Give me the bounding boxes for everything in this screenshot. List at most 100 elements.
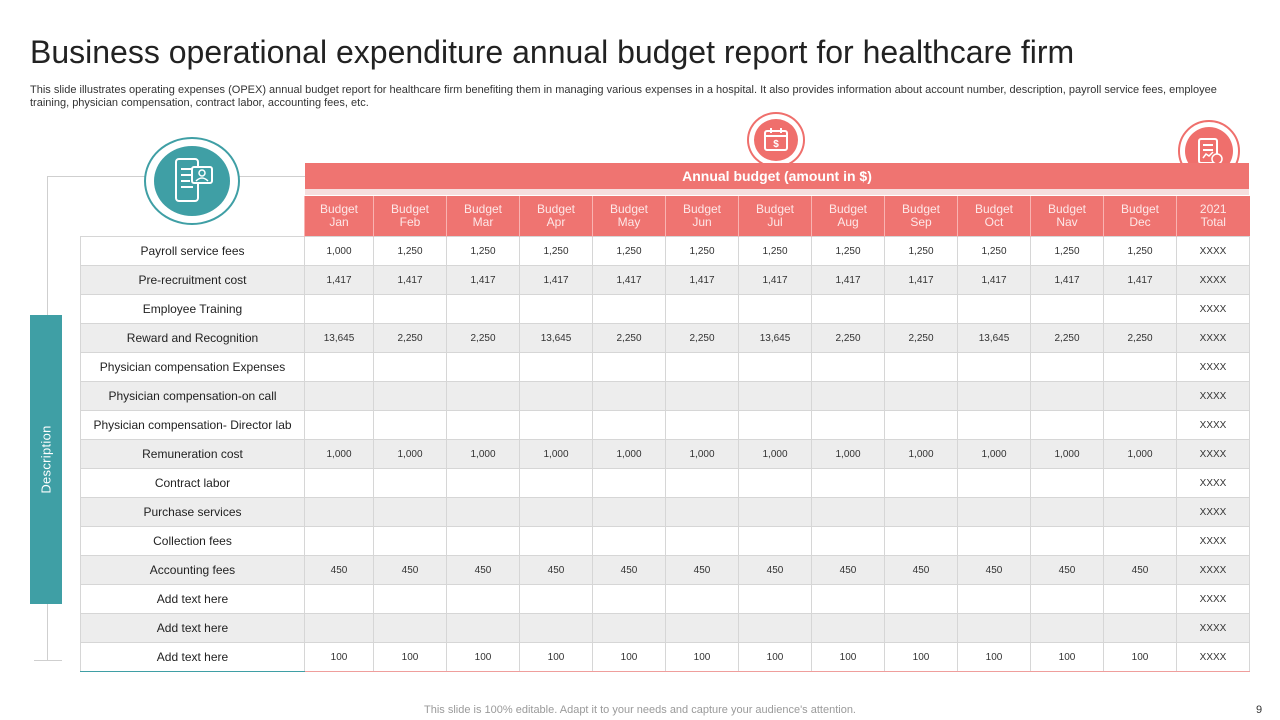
table-cell — [304, 352, 374, 382]
table-cell — [811, 410, 885, 440]
column-header: Budget Apr — [519, 196, 593, 237]
table-cell — [884, 468, 958, 498]
table-cell — [884, 410, 958, 440]
table-cell — [446, 613, 520, 643]
table-cell — [1103, 526, 1177, 556]
table-cell: 1,417 — [1030, 265, 1104, 295]
table-cell — [519, 381, 593, 411]
table-cell — [1030, 526, 1104, 556]
table-cell — [884, 613, 958, 643]
table-cell — [304, 294, 374, 324]
table-cell: 13,645 — [957, 323, 1031, 353]
table-cell: 13,645 — [304, 323, 374, 353]
table-row: Employee Training XXXX — [80, 294, 1250, 324]
table-cell: XXXX — [1176, 439, 1250, 469]
row-label: Collection fees — [80, 526, 305, 556]
bracket-line-bottom — [34, 660, 62, 661]
table-cell: 1,000 — [592, 439, 666, 469]
column-header: Budget Nav — [1030, 196, 1104, 237]
table-cell — [592, 294, 666, 324]
table-cell — [884, 381, 958, 411]
row-label: Contract labor — [80, 468, 305, 498]
table-cell: 1,417 — [519, 265, 593, 295]
table-cell: 450 — [519, 555, 593, 585]
table-cell: XXXX — [1176, 352, 1250, 382]
table-cell — [1103, 497, 1177, 527]
table-cell: 13,645 — [738, 323, 812, 353]
svg-text:$: $ — [773, 139, 779, 150]
column-header: Budget Mar — [446, 196, 520, 237]
table-cell — [446, 497, 520, 527]
table-cell — [1030, 410, 1104, 440]
table-row: Physician compensation Expenses XXXX — [80, 352, 1250, 382]
row-label: Add text here — [80, 584, 305, 614]
table-cell — [519, 584, 593, 614]
table-cell: 100 — [446, 642, 520, 672]
page-number: 9 — [1256, 704, 1263, 716]
table-cell — [811, 294, 885, 324]
table-cell — [1030, 294, 1104, 324]
table-cell: XXXX — [1176, 381, 1250, 411]
row-label: Remuneration cost — [80, 439, 305, 469]
table-cell — [446, 584, 520, 614]
table-cell — [738, 294, 812, 324]
table-cell — [1030, 468, 1104, 498]
table-cell: 2,250 — [884, 323, 958, 353]
table-cell: 100 — [957, 642, 1031, 672]
table-cell — [446, 526, 520, 556]
table-cell: 2,250 — [665, 323, 739, 353]
table-cell: XXXX — [1176, 468, 1250, 498]
table-cell: XXXX — [1176, 265, 1250, 295]
table-cell — [738, 613, 812, 643]
table-cell — [665, 526, 739, 556]
table-cell — [304, 613, 374, 643]
column-header: 2021 Total — [1176, 196, 1250, 237]
table-cell: 2,250 — [1030, 323, 1104, 353]
table-row: Physician compensation-on call XXXX — [80, 381, 1250, 411]
header-row: Budget Jan Budget Feb Budget Mar Budget Apr Budg… — [81, 196, 1250, 237]
table-cell — [884, 584, 958, 614]
table-cell: 450 — [446, 555, 520, 585]
table-cell — [1103, 584, 1177, 614]
table-cell: XXXX — [1176, 294, 1250, 324]
table-cell — [304, 584, 374, 614]
table-cell — [738, 468, 812, 498]
table-cell: 1,250 — [373, 236, 447, 266]
table-cell: 450 — [738, 555, 812, 585]
table-cell — [738, 381, 812, 411]
table-cell: 1,000 — [519, 439, 593, 469]
financial-report-icon — [1198, 138, 1223, 165]
table-row: Payroll service fees 1,000 1,250 1,250 1,250… — [80, 236, 1250, 266]
table-cell — [592, 497, 666, 527]
table-cell: 1,250 — [811, 236, 885, 266]
table-cell — [304, 497, 374, 527]
table-cell — [592, 468, 666, 498]
table-cell: 1,000 — [1103, 439, 1177, 469]
table-cell: 1,417 — [957, 265, 1031, 295]
table-cell — [665, 294, 739, 324]
table-cell — [811, 497, 885, 527]
table-cell: 1,000 — [304, 236, 374, 266]
header-blank — [81, 196, 305, 237]
table-cell: XXXX — [1176, 410, 1250, 440]
table-cell — [957, 526, 1031, 556]
table-cell — [811, 381, 885, 411]
table-cell: 1,417 — [884, 265, 958, 295]
table-row: Add text here 100 100 100 100 100 100 100 100 100… — [80, 642, 1250, 672]
table-cell: 2,250 — [592, 323, 666, 353]
table-cell: 13,645 — [519, 323, 593, 353]
table-row: Purchase services XXXX — [80, 497, 1250, 527]
page-subtitle: This slide illustrates operating expense… — [30, 84, 1217, 109]
table-cell: 1,250 — [519, 236, 593, 266]
table-row: Accounting fees 450 450 450 450 450 450 450 450 4… — [80, 555, 1250, 585]
row-label: Employee Training — [80, 294, 305, 324]
page-title: Business operational expenditure annual … — [30, 34, 1075, 70]
table-cell — [811, 468, 885, 498]
table-cell — [519, 613, 593, 643]
row-label: Reward and Recognition — [80, 323, 305, 353]
description-label: Description — [38, 425, 54, 494]
table-cell — [884, 352, 958, 382]
table-cell — [446, 381, 520, 411]
table-cell: 2,250 — [1103, 323, 1177, 353]
calendar-circle: $ — [747, 112, 805, 168]
